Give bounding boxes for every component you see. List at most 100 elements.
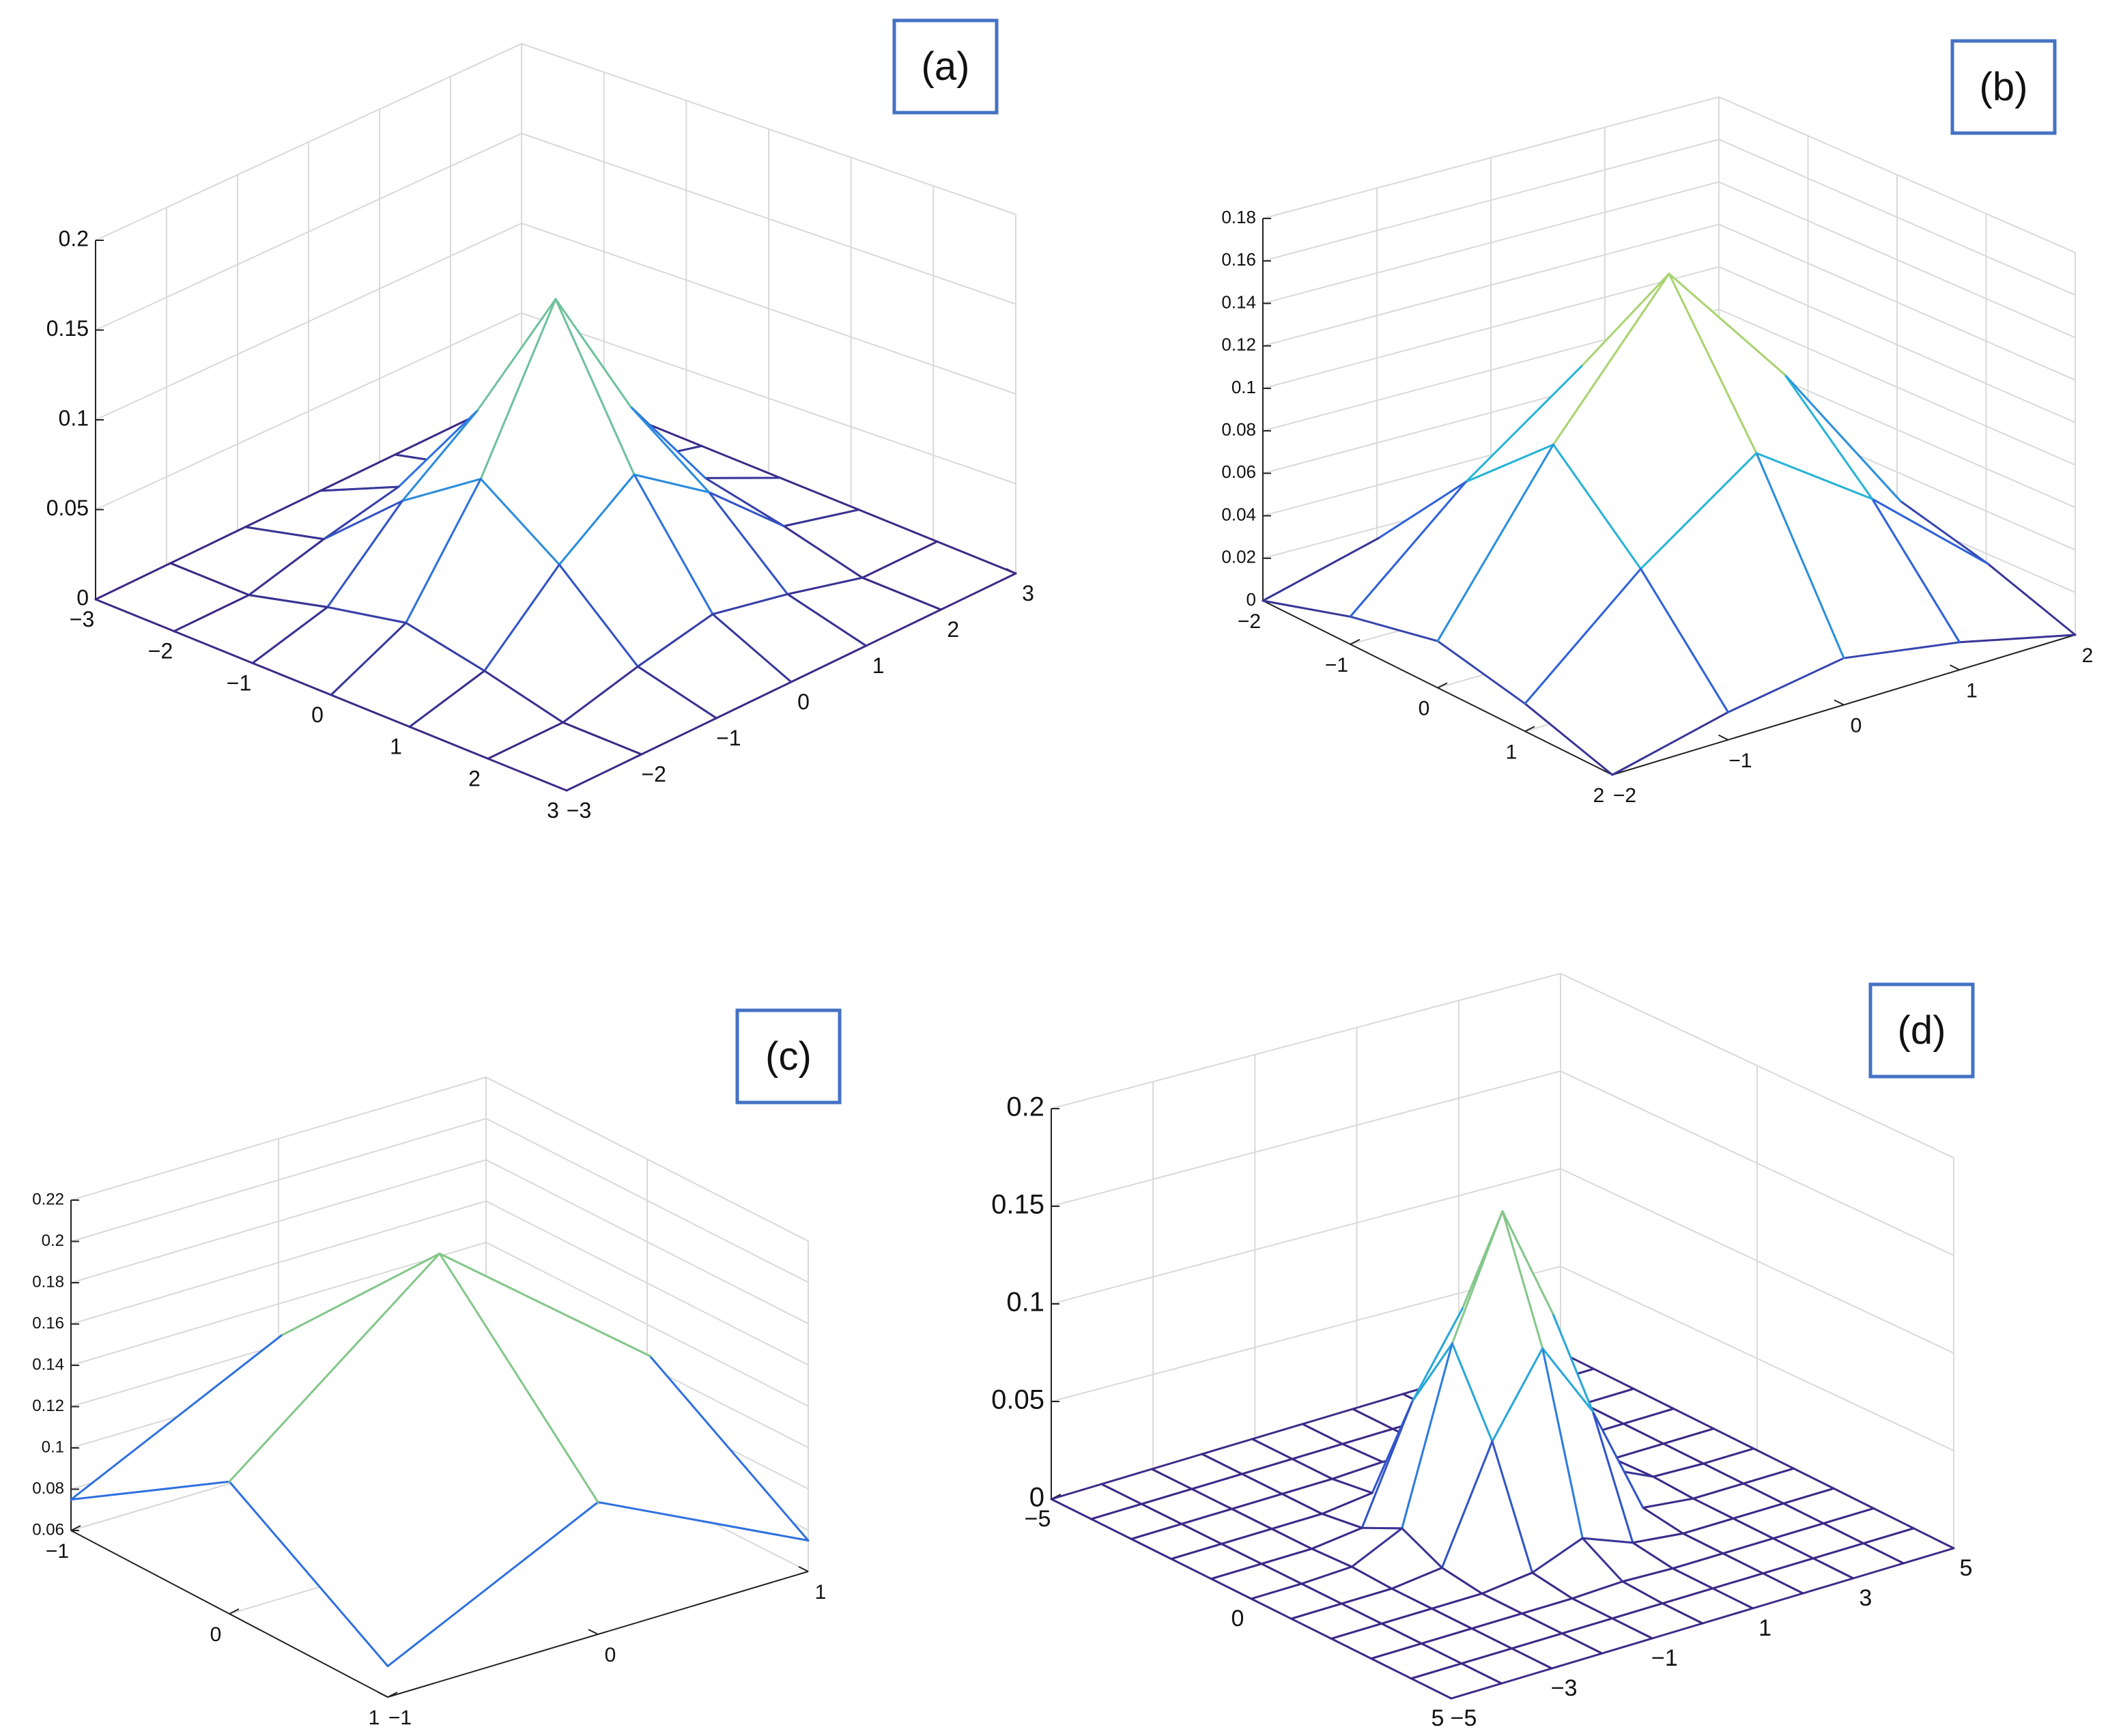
x-tick-label: 1 <box>390 735 402 759</box>
surface-edge <box>1410 1662 1463 1680</box>
surface-edge <box>1460 1662 1503 1685</box>
y-tick-label: 0 <box>797 689 810 714</box>
surface-edge <box>1852 1562 1905 1580</box>
surface-edge <box>1872 1507 1915 1530</box>
surface-edge <box>248 538 325 597</box>
y-tick-mark <box>1718 734 1728 741</box>
surface-edge <box>562 665 639 724</box>
surface-edge <box>649 1354 810 1542</box>
x-tick-label: 0 <box>311 702 324 727</box>
surface-edge <box>70 1480 231 1501</box>
surface-edge <box>1250 1582 1303 1600</box>
surface-edge <box>1742 1482 1785 1505</box>
surface-edge <box>1642 1507 1684 1535</box>
surface-patch <box>1352 1528 1442 1589</box>
surface-edge <box>1430 1592 1483 1610</box>
y-tick-label: −1 <box>1728 750 1752 772</box>
surface-edge <box>1436 443 1554 642</box>
surface-edge <box>1341 1427 1394 1445</box>
surface-patch <box>484 565 638 723</box>
surface-edge <box>405 621 486 672</box>
z-tick-label: 0.08 <box>1221 419 1256 440</box>
y-tick-label: 0 <box>1851 715 1862 737</box>
surface-edge <box>636 613 714 668</box>
surface-edge <box>1871 498 1961 644</box>
surface-edge <box>1201 1453 1243 1475</box>
x-tick-label: 0 <box>1419 698 1430 720</box>
z-tick-label: 0.04 <box>1221 504 1256 524</box>
surface-edge <box>1812 1557 1855 1580</box>
surface-edge <box>1240 1457 1294 1475</box>
surface-edge <box>1772 1522 1825 1540</box>
surface-edge <box>1170 1543 1223 1561</box>
z-tick-label: 0.06 <box>32 1520 64 1539</box>
surface-patch <box>1391 1567 1482 1609</box>
surface-edge <box>386 1500 599 1668</box>
surface-patch <box>713 594 866 682</box>
surface-edge <box>1100 1483 1143 1505</box>
x-tick-label: −3 <box>70 607 94 631</box>
surface-edge <box>1050 1483 1103 1500</box>
surface-edge <box>1601 1637 1653 1655</box>
z-tick-label: 0.02 <box>1221 547 1256 567</box>
surface-edge <box>322 500 403 541</box>
surface-edge <box>1652 1462 1705 1478</box>
y-tick-label: −1 <box>716 726 741 750</box>
surface-edge <box>1822 1522 1865 1545</box>
y-tick-label: 1 <box>872 653 885 678</box>
surface-edge <box>169 526 246 565</box>
surface-edge <box>1349 481 1467 618</box>
surface-edge <box>1550 1652 1604 1670</box>
surface-edge <box>1450 1682 1503 1700</box>
surface-edge <box>1436 640 1526 705</box>
surface-edge <box>1251 1423 1304 1440</box>
tick-labels: 0.06 0.08 0.1 0.12 0.14 0.16 0.18 0.2 0.22 −1 0 1 −1… <box>32 1190 826 1729</box>
surface-edge <box>397 410 479 488</box>
surface-edge <box>1451 1342 1494 1443</box>
surface-edge <box>1201 1438 1253 1455</box>
surface-patch <box>634 474 788 614</box>
x-tick-label: 1 <box>1506 741 1518 763</box>
y-tick-label: 5 <box>1960 1555 1973 1581</box>
z-tick-label: 0.12 <box>1221 335 1256 355</box>
surface-edge <box>1281 1477 1334 1495</box>
surface-edge <box>704 476 785 528</box>
z-tick-label: 0.08 <box>32 1479 64 1498</box>
surface-patch <box>1525 569 1728 775</box>
surface-edge <box>1300 1582 1343 1605</box>
surface-edge <box>483 563 560 672</box>
surface-edge <box>1180 1507 1233 1525</box>
surface-edge <box>1311 1526 1363 1550</box>
surface-edge <box>1632 1532 1684 1544</box>
plot-c: 0.06 0.08 0.1 0.12 0.14 0.16 0.18 0.2 0.22 −1 0 1 −1… <box>32 1008 842 1729</box>
surface-edge <box>565 753 643 792</box>
surface-edge <box>1772 1537 1814 1560</box>
surface-edge <box>1661 1602 1704 1625</box>
x-tick-label: 0 <box>1231 1606 1244 1632</box>
panel-label: (c) <box>735 1008 842 1105</box>
tick-labels: 0 0.05 0.1 0.15 0.2 −3 −2 −1 0 1 2 3 −3 −2 −1 0 1 2 3 <box>46 226 1034 823</box>
surface-edge <box>1262 537 1380 602</box>
surface-edge <box>1640 567 1729 713</box>
surface-edge <box>633 473 714 616</box>
surface <box>1050 1210 1955 1700</box>
surface-edge <box>1481 1571 1534 1595</box>
surface-edge <box>1541 1347 1584 1539</box>
surface-patch <box>248 500 403 608</box>
surface-edge <box>1352 1393 1404 1410</box>
surface-edge <box>251 606 329 664</box>
surface-edge <box>708 491 789 595</box>
surface-edge <box>1350 1565 1393 1590</box>
surface-edge <box>1451 1210 1504 1345</box>
surface-edge <box>1220 1528 1273 1546</box>
surface-edge <box>1440 1567 1483 1595</box>
surface-edge <box>1341 1442 1384 1464</box>
surface-edge <box>1681 1532 1724 1555</box>
surface-edge <box>786 593 868 647</box>
surface-edge <box>1812 1542 1865 1560</box>
surface-edge <box>1591 1410 1634 1544</box>
surface-edge <box>479 478 560 566</box>
z-tick-label: 0.05 <box>46 496 89 520</box>
surface-edge <box>1762 1572 1804 1595</box>
surface-patch <box>1438 444 1641 704</box>
